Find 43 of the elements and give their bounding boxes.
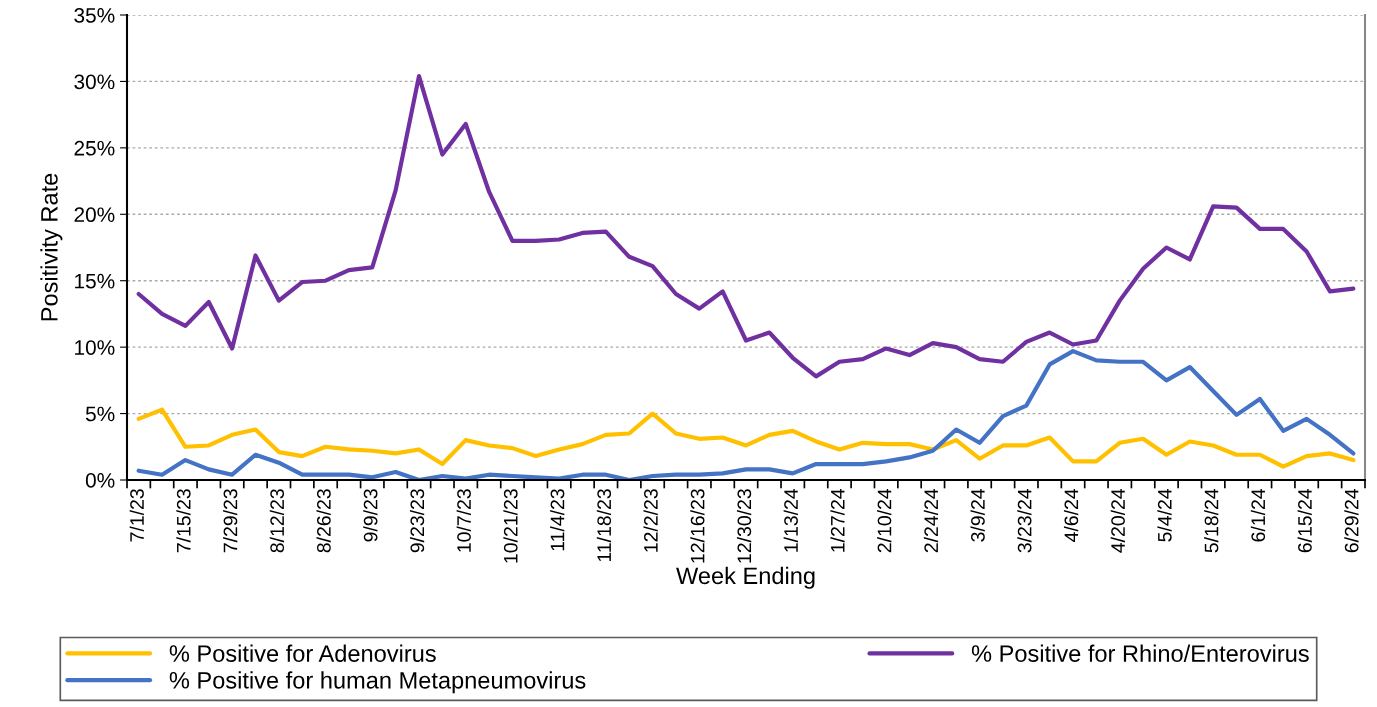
x-tick-label: 12/30/23 [736, 489, 752, 563]
x-tick-label: 2/10/24 [877, 488, 892, 553]
x-tick-label: 11/18/23 [596, 489, 612, 562]
y-tick-label: 35% [74, 8, 115, 23]
x-tick-label: 3/9/24 [970, 488, 985, 542]
y-axis-title: Positivity Rate [40, 173, 63, 321]
y-tick-label: 25% [74, 140, 115, 156]
y-tick-label: 20% [74, 207, 115, 223]
x-axis-title: Week Ending [676, 566, 815, 589]
y-tick-label: 15% [75, 273, 115, 289]
x-tick-label: 5/18/24 [1204, 488, 1219, 553]
x-tick-label: 12/2/23 [643, 489, 658, 552]
line-series [136, 349, 1356, 480]
x-tick-label: 5/4/24 [1157, 488, 1172, 542]
x-tick-label: 1/27/24 [830, 488, 845, 552]
x-tick-label: 7/15/23 [176, 489, 191, 553]
x-tick-label: 7/1/23 [129, 489, 144, 542]
y-tick-label: 0% [85, 473, 115, 488]
x-tick-label: 8/26/23 [316, 489, 331, 553]
legend-label: % Positive for Adenovirus [169, 644, 436, 662]
x-tick-label: 7/29/23 [223, 489, 238, 553]
line-series [136, 407, 1356, 469]
x-tick-label: 6/15/24 [1297, 488, 1312, 553]
legend-label: % Positive for human Metapneumovirus [169, 671, 586, 694]
x-tick-label: 10/7/23 [456, 489, 471, 552]
y-tick-label: 30% [74, 74, 115, 90]
x-tick-label: 9/23/23 [409, 489, 425, 553]
x-tick-label: 9/9/23 [363, 489, 378, 542]
x-tick-label: 6/1/24 [1250, 488, 1266, 542]
x-tick-label: 8/12/23 [269, 489, 285, 553]
x-tick-label: 2/24/24 [923, 488, 939, 553]
x-tick-label: 12/16/23 [690, 489, 705, 563]
legend-label: % Positive for Rhino/Enterovirus [971, 644, 1309, 662]
x-tick-label: 11/4/23 [550, 489, 565, 551]
x-tick-label: 1/13/24 [783, 488, 798, 552]
line-series [136, 74, 1356, 379]
x-tick-label: 6/29/24 [1344, 488, 1359, 553]
x-tick-label: 3/23/24 [1017, 488, 1032, 553]
y-tick-label: 5% [85, 406, 115, 422]
x-tick-label: 4/20/24 [1110, 488, 1125, 553]
x-tick-label: 10/21/23 [503, 489, 518, 563]
x-tick-label: 4/6/24 [1063, 488, 1079, 542]
y-tick-label: 10% [75, 340, 115, 355]
